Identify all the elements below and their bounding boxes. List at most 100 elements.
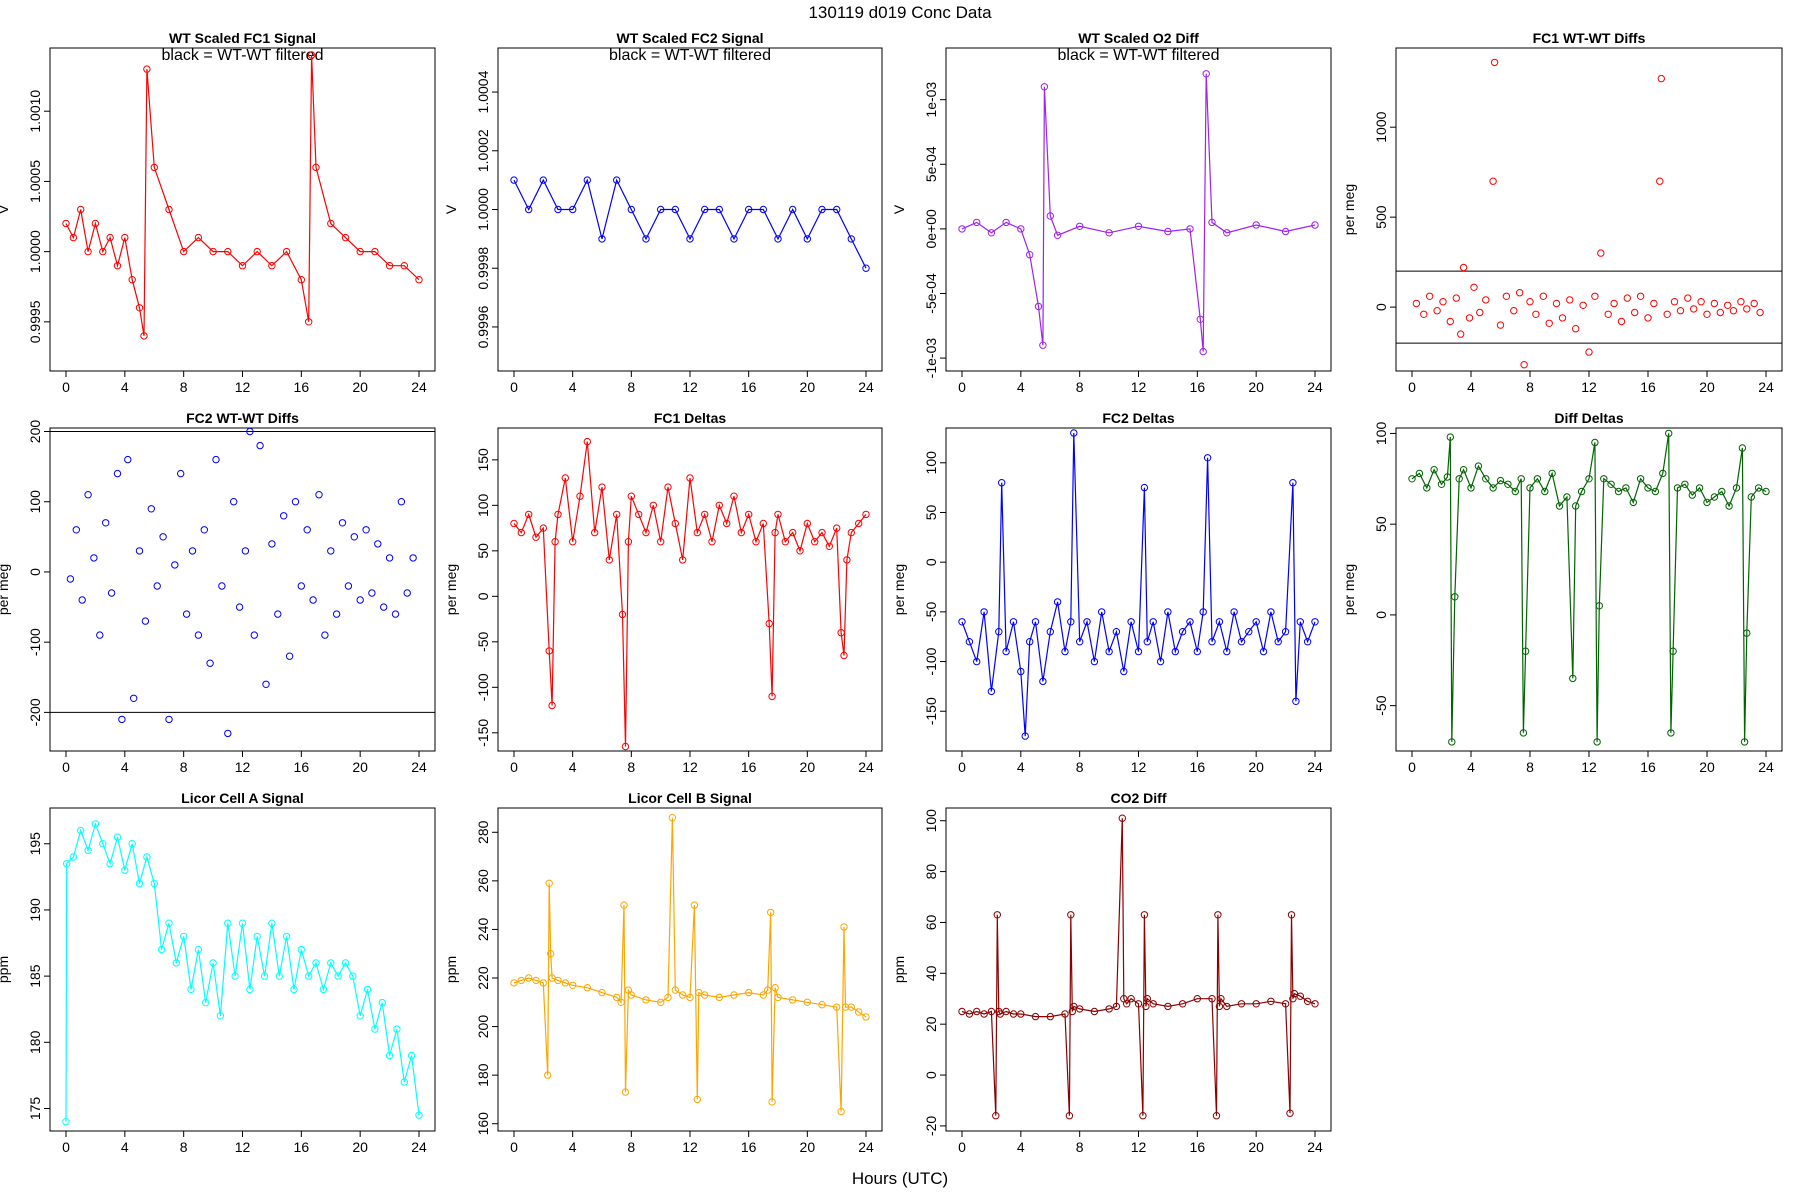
data-point xyxy=(1459,263,1468,272)
data-point xyxy=(1199,347,1207,356)
data-point xyxy=(973,218,981,227)
data-point xyxy=(1555,502,1564,510)
data-point xyxy=(1139,1112,1147,1120)
x-tick-label: 4 xyxy=(1467,379,1475,395)
data-point xyxy=(393,1025,401,1033)
data-point xyxy=(510,979,518,987)
data-point xyxy=(1199,608,1207,616)
data-point xyxy=(1669,647,1677,655)
data-point xyxy=(690,901,699,909)
y-tick-label: 100 xyxy=(1373,422,1389,446)
data-point xyxy=(1223,647,1231,656)
data-point xyxy=(1636,475,1645,483)
x-tick-label: 16 xyxy=(741,379,757,395)
data-point xyxy=(1068,1007,1077,1016)
data-point xyxy=(1237,638,1246,646)
y-tick-label: -150 xyxy=(475,719,491,747)
data-point xyxy=(1490,58,1499,67)
data-point xyxy=(312,163,320,172)
data-point xyxy=(1532,310,1540,318)
data-point xyxy=(1289,479,1297,487)
data-area xyxy=(1408,429,1770,746)
data-point xyxy=(679,991,687,999)
data-point xyxy=(332,610,341,618)
data-point xyxy=(1610,299,1618,308)
data-point xyxy=(1178,1000,1187,1008)
x-tick-label: 24 xyxy=(411,1139,427,1155)
data-point xyxy=(1296,618,1305,626)
data-point xyxy=(1688,491,1697,499)
x-tick-label: 0 xyxy=(510,379,518,395)
data-point xyxy=(657,998,665,1006)
data-point xyxy=(1215,618,1224,626)
x-tick-label: 8 xyxy=(1526,759,1534,775)
panel-p4: FC1 WT-WT Diffs per meg 0 4 8 12 16 20 24 0 500 100… xyxy=(1341,30,1783,395)
data-point xyxy=(767,908,775,917)
data-point xyxy=(1039,341,1047,349)
data-point xyxy=(230,498,238,506)
x-tick-label: 8 xyxy=(1076,379,1084,395)
y-tick-label: 100 xyxy=(923,809,939,833)
data-point xyxy=(627,492,635,500)
data-point xyxy=(664,993,672,1002)
data-point xyxy=(121,233,129,242)
panel-title: CO2 Diff xyxy=(1111,790,1167,806)
data-point xyxy=(1223,229,1231,237)
data-point xyxy=(1203,454,1212,462)
x-tick-label: 24 xyxy=(858,1139,874,1155)
data-point xyxy=(1156,657,1165,666)
data-point xyxy=(1572,325,1580,333)
data-point xyxy=(1193,647,1202,656)
data-point xyxy=(268,540,276,548)
data-point xyxy=(765,619,773,628)
data-point xyxy=(1237,1000,1246,1008)
data-point xyxy=(671,205,679,214)
x-tick-label: 16 xyxy=(1190,759,1206,775)
data-point xyxy=(1196,315,1205,323)
data-point xyxy=(1289,995,1297,1003)
data-point xyxy=(371,1025,379,1033)
data-point xyxy=(177,469,185,478)
data-point xyxy=(1710,493,1719,501)
data-point xyxy=(621,1088,630,1096)
data-point xyxy=(1443,473,1452,481)
data-point xyxy=(62,219,70,228)
x-tick-label: 4 xyxy=(1017,379,1025,395)
data-point xyxy=(642,235,650,243)
data-point xyxy=(1448,738,1456,746)
data-point xyxy=(605,556,613,564)
data-point xyxy=(362,526,370,534)
data-point xyxy=(1274,638,1282,646)
data-point xyxy=(1585,475,1593,483)
data-point xyxy=(1252,618,1260,626)
data-point xyxy=(231,972,239,980)
data-point xyxy=(1230,608,1238,616)
y-tick-label: 200 xyxy=(475,1015,491,1039)
data-point xyxy=(987,687,996,696)
data-point xyxy=(415,276,423,284)
x-tick-label: 16 xyxy=(1640,379,1656,395)
y-tick-label: -5e-04 xyxy=(923,273,939,314)
data-point xyxy=(380,603,388,611)
data-point xyxy=(1762,487,1770,496)
data-point xyxy=(544,1071,552,1079)
data-point xyxy=(1076,1005,1084,1013)
x-tick-label: 24 xyxy=(411,759,427,775)
data-point xyxy=(554,976,562,985)
data-point xyxy=(1489,484,1497,492)
data-point xyxy=(1164,227,1172,236)
data-point xyxy=(216,1012,225,1020)
data-point xyxy=(1142,1002,1150,1011)
data-point xyxy=(617,998,625,1006)
data-point xyxy=(1140,911,1149,919)
data-point xyxy=(1252,221,1260,229)
data-point xyxy=(686,993,694,1002)
data-point xyxy=(321,631,329,639)
data-point xyxy=(1296,992,1305,1000)
data-point xyxy=(121,866,129,874)
data-point xyxy=(1457,330,1465,338)
data-point xyxy=(194,631,203,639)
data-point xyxy=(833,1003,841,1011)
x-tick-label: 4 xyxy=(569,1139,577,1155)
y-tick-label: 1.0004 xyxy=(475,70,491,113)
